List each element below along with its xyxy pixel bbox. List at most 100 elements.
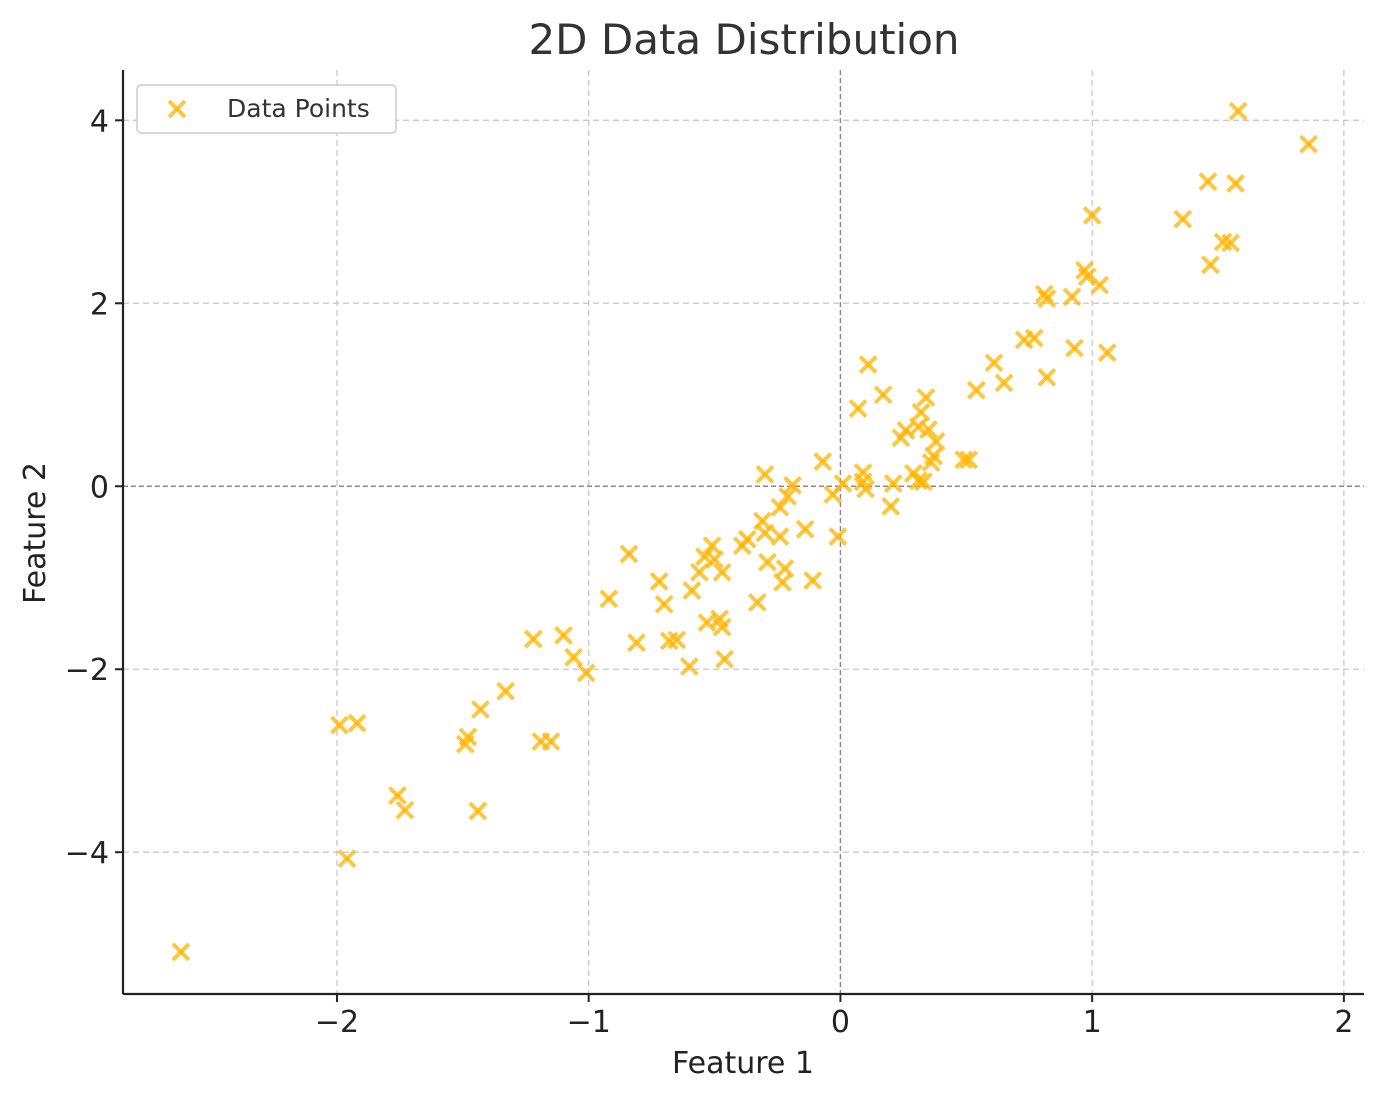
data-point <box>395 800 415 820</box>
data-point <box>1077 267 1097 287</box>
data-point <box>682 581 702 600</box>
x-axis-ticks: −2 −1 0 1 2 <box>315 994 1353 1040</box>
data-point <box>471 700 490 719</box>
data-point <box>773 572 792 592</box>
y-tick-label: −2 <box>65 653 109 688</box>
data-point <box>599 589 619 609</box>
legend-marker-x <box>167 99 187 119</box>
data-point <box>330 715 349 735</box>
data-point <box>959 450 979 470</box>
legend-marker-glyph <box>167 99 187 119</box>
data-point <box>712 617 732 637</box>
data-point <box>649 571 669 591</box>
data-point <box>926 432 946 451</box>
data-point <box>858 355 878 374</box>
data-point <box>1198 172 1218 192</box>
data-point <box>523 629 543 649</box>
data-point <box>715 649 735 669</box>
data-point <box>954 450 974 470</box>
data-point <box>1037 289 1057 309</box>
data-point <box>924 446 943 466</box>
y-tick-label: 2 <box>90 287 109 322</box>
data-point <box>966 380 986 400</box>
data-point <box>690 562 709 582</box>
data-point <box>1221 233 1241 253</box>
legend-box <box>136 84 397 134</box>
data-point <box>848 399 868 418</box>
data-point <box>828 527 848 546</box>
x-axis-label: Feature 1 <box>672 1046 814 1081</box>
y-tick-label: 0 <box>90 470 109 505</box>
data-point <box>1226 174 1246 193</box>
data-point <box>1082 206 1102 225</box>
data-point <box>576 663 596 683</box>
data-point <box>171 942 191 962</box>
data-point <box>627 633 646 653</box>
data-point <box>1062 287 1082 307</box>
data-point <box>916 388 936 407</box>
data-point <box>795 519 815 539</box>
data-point <box>697 613 717 632</box>
data-point <box>1173 209 1193 229</box>
data-point <box>747 593 767 612</box>
data-point <box>705 550 724 569</box>
data-point <box>919 420 938 439</box>
data-point <box>813 452 833 471</box>
data-point <box>883 474 903 493</box>
data-point <box>667 630 687 650</box>
x-tick-label: 1 <box>1083 1005 1102 1040</box>
data-point <box>679 657 699 676</box>
data-point <box>496 681 516 701</box>
data-point <box>778 486 797 506</box>
data-point <box>702 536 722 556</box>
legend-entry-data-points: Data Points <box>227 94 370 123</box>
y-axis-label: Feature 2 <box>18 462 53 604</box>
data-point <box>347 713 367 733</box>
data-point <box>770 497 790 517</box>
data-point <box>564 647 584 667</box>
data-point <box>1299 134 1319 154</box>
y-tick-label: −4 <box>65 836 109 871</box>
chart-title: 2D Data Distribution <box>528 15 959 64</box>
data-point <box>541 732 561 751</box>
data-point <box>914 472 933 492</box>
data-points <box>171 101 1319 962</box>
data-point <box>757 552 777 572</box>
legend: Data Points <box>136 84 397 134</box>
data-point <box>873 385 893 405</box>
data-point <box>1065 338 1084 358</box>
data-point <box>755 464 775 484</box>
x-tick-label: −1 <box>567 1005 611 1040</box>
data-point <box>337 849 357 869</box>
data-point <box>783 475 803 495</box>
data-point <box>1024 328 1044 348</box>
data-point <box>737 529 757 549</box>
data-point <box>881 496 901 516</box>
x-tick-label: 2 <box>1334 1005 1353 1040</box>
data-point <box>803 571 823 590</box>
data-point <box>387 786 407 805</box>
zero-lines <box>123 70 1364 994</box>
x-tick-label: 0 <box>831 1005 850 1040</box>
data-point <box>896 421 916 440</box>
x-tick-label: −2 <box>315 1005 359 1040</box>
data-point <box>1090 275 1110 295</box>
data-point <box>654 594 674 614</box>
data-point <box>856 479 876 499</box>
data-point <box>1037 367 1057 387</box>
data-point <box>911 402 931 422</box>
data-point <box>468 801 488 821</box>
data-point <box>984 353 1004 373</box>
y-axis-ticks: −4 −2 0 2 4 <box>65 104 123 871</box>
data-point <box>833 474 853 493</box>
data-point <box>770 527 790 546</box>
y-tick-label: 4 <box>90 104 109 139</box>
data-point <box>775 559 795 579</box>
data-point <box>1097 343 1117 363</box>
data-point <box>1201 255 1220 275</box>
data-point <box>712 562 732 582</box>
data-point <box>1228 101 1248 121</box>
data-point <box>755 523 775 543</box>
data-point <box>994 373 1014 393</box>
